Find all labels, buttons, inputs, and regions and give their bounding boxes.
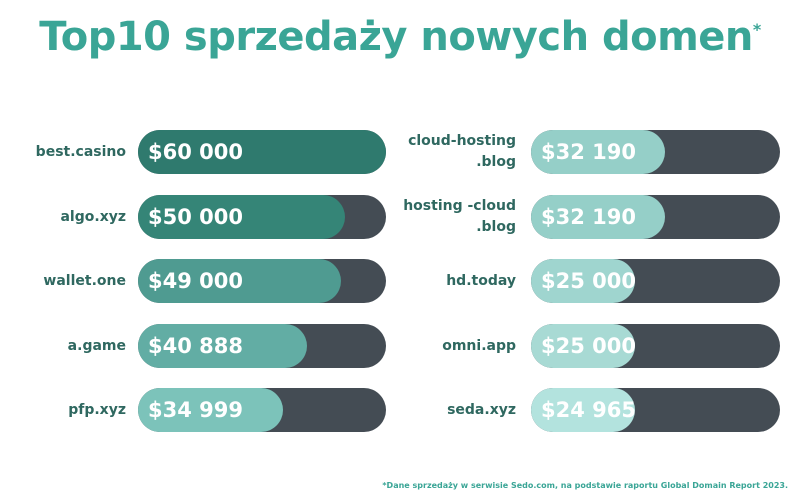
bar-fill <box>531 388 635 432</box>
category-label: hd.today <box>446 272 516 289</box>
category-label: wallet.one <box>43 272 126 289</box>
bar-value-label: $40 888 <box>148 334 243 358</box>
bar-value-label: $25 000 <box>541 334 636 358</box>
bar-value-label: $49 000 <box>148 269 243 293</box>
category-label: best.casino <box>35 143 126 160</box>
category-label: a.game <box>67 337 126 354</box>
title-footnote-marker: * <box>752 20 761 39</box>
bar-value-label: $50 000 <box>148 205 243 229</box>
category-label: omni.app <box>442 337 516 354</box>
category-label: hosting -cloud .blog <box>403 198 516 235</box>
bar-value-label: $34 999 <box>148 398 243 422</box>
bar-value-label: $25 000 <box>541 269 636 293</box>
category-label: algo.xyz <box>60 208 126 225</box>
bar-fill <box>531 195 665 239</box>
bar-fill <box>138 388 283 432</box>
bar-fill <box>138 259 341 303</box>
category-label: cloud-hosting .blog <box>408 133 516 170</box>
bar-fill <box>138 324 307 368</box>
chart-title: Top10 sprzedaży nowych domen* <box>39 14 761 60</box>
bar-fill <box>138 195 345 239</box>
bar-value-label: $32 190 <box>541 140 636 164</box>
bar-fill <box>138 130 386 174</box>
bar-fill <box>531 259 635 303</box>
bar-value-label: $32 190 <box>541 205 636 229</box>
bar-value-label: $60 000 <box>148 140 243 164</box>
bar-fill <box>531 130 665 174</box>
bar-value-label: $24 965 <box>541 398 636 422</box>
bar-fill <box>531 324 635 368</box>
footnote: *Dane sprzedaży w serwisie Sedo.com, na … <box>382 481 788 490</box>
category-label: seda.xyz <box>447 401 516 418</box>
category-label: pfp.xyz <box>68 401 126 418</box>
